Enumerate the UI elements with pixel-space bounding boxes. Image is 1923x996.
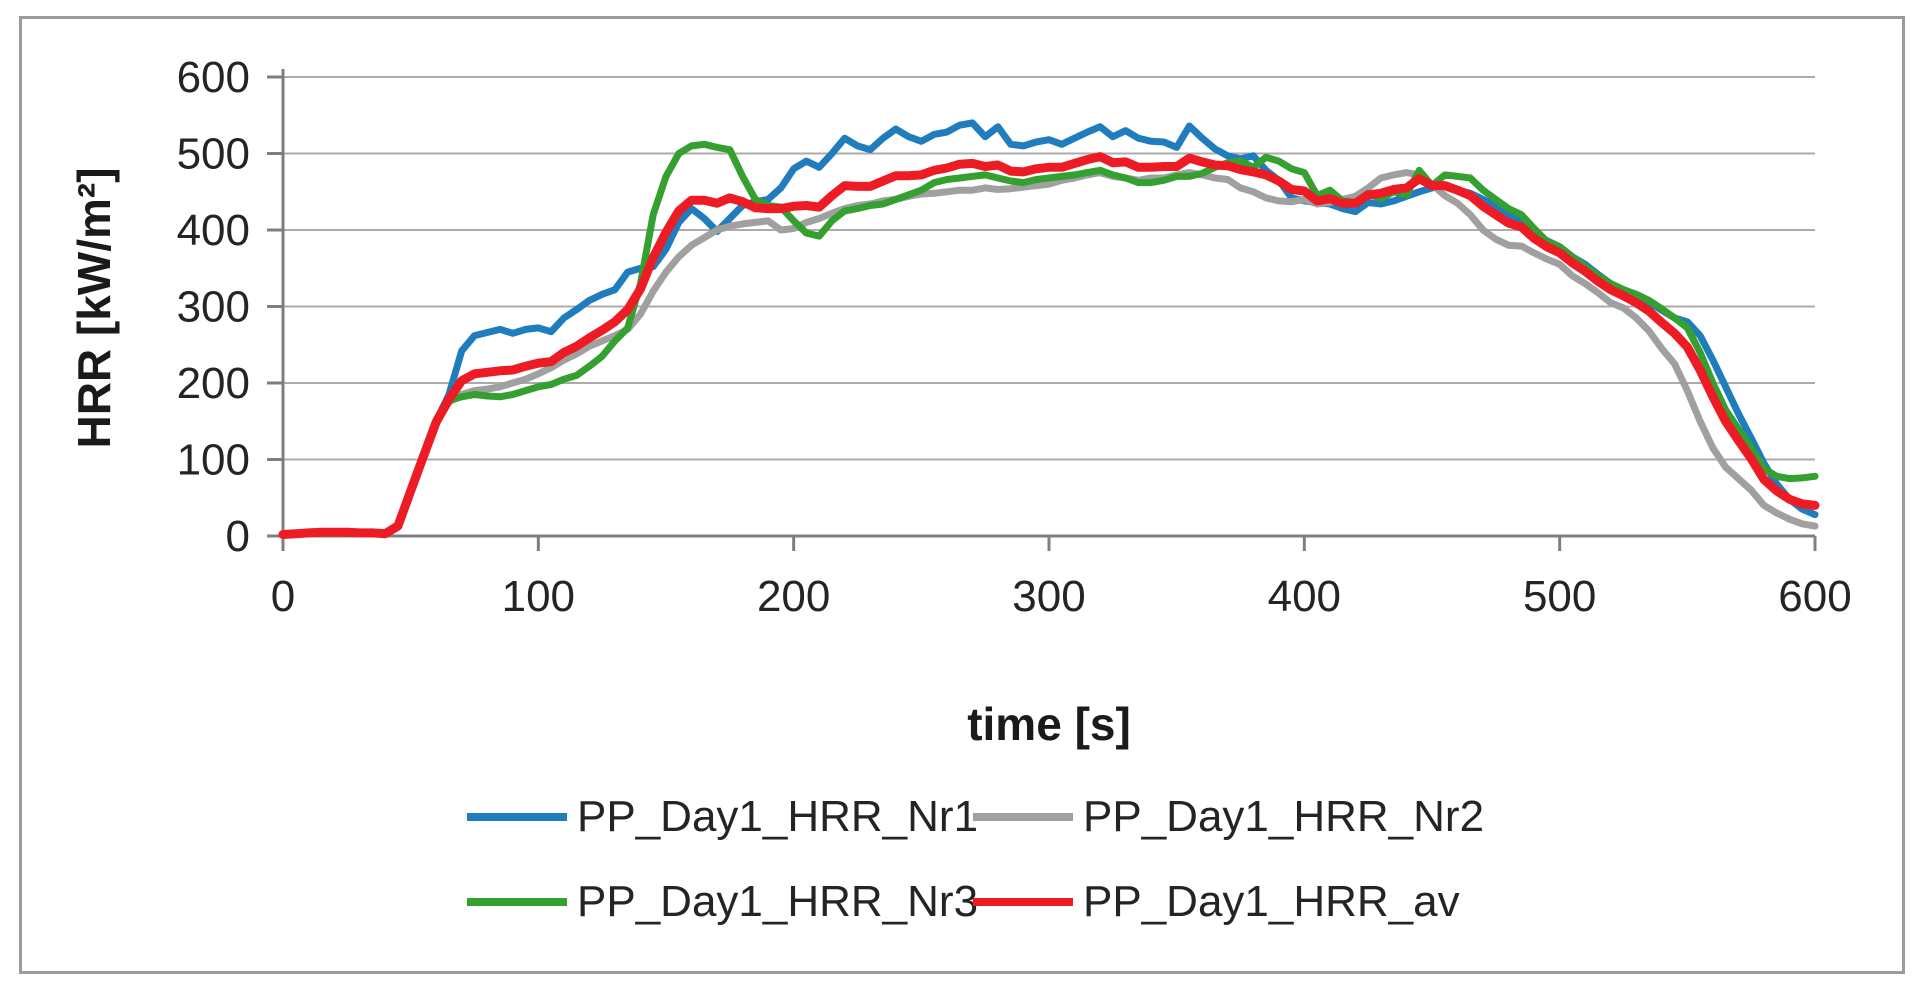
y-tick-label-600: 600 — [177, 53, 250, 102]
x-tick-label-200: 200 — [757, 572, 830, 621]
y-axis-title: HRR [kW/m²] — [68, 167, 120, 448]
x-tick-label-0: 0 — [271, 572, 295, 621]
x-tick-label-100: 100 — [502, 572, 575, 621]
legend-swatch-nr2-line — [973, 813, 1073, 821]
legend-swatch-nr1-line — [467, 813, 567, 821]
y-tick-label-400: 400 — [177, 206, 250, 255]
legend-item-av: PP_Day1_HRR_av — [973, 878, 1460, 926]
x-axis-title: time [s] — [967, 698, 1131, 750]
legend-swatch-nr3-line — [467, 898, 567, 906]
legend-item-nr1: PP_Day1_HRR_Nr1 — [467, 793, 978, 841]
legend-label-nr2: PP_Day1_HRR_Nr2 — [1083, 792, 1485, 841]
tick-labels: 0 100 200 300 400 500 600 0 100 200 300 400 500 600 — [177, 53, 1852, 621]
y-tick-label-100: 100 — [177, 436, 250, 485]
legend-item-nr3: PP_Day1_HRR_Nr3 — [467, 878, 978, 926]
figure-border — [19, 16, 1905, 974]
legend-label-av: PP_Day1_HRR_av — [1083, 877, 1460, 926]
legend-label-nr1: PP_Day1_HRR_Nr1 — [577, 792, 979, 841]
y-tick-label-300: 300 — [177, 283, 250, 332]
legend-label-nr3: PP_Day1_HRR_Nr3 — [577, 877, 979, 926]
x-tick-label-500: 500 — [1523, 572, 1596, 621]
x-tick-label-600: 600 — [1778, 572, 1851, 621]
y-tick-label-0: 0 — [226, 512, 250, 561]
x-tick-label-300: 300 — [1012, 572, 1085, 621]
legend-item-nr2: PP_Day1_HRR_Nr2 — [973, 793, 1484, 841]
series-line-PP_Day1_HRR_Nr2 — [279, 169, 1819, 538]
series-line-PP_Day1_HRR_av — [278, 152, 1820, 539]
x-tick-label-400: 400 — [1268, 572, 1341, 621]
gridlines — [283, 76, 1815, 461]
legend-swatch-av-line — [973, 898, 1073, 906]
y-tick-label-200: 200 — [177, 359, 250, 408]
y-tick-label-500: 500 — [177, 130, 250, 179]
series-line-PP_Day1_HRR_Nr3 — [279, 140, 1819, 538]
series-lines — [278, 119, 1820, 539]
axes — [267, 69, 1817, 551]
